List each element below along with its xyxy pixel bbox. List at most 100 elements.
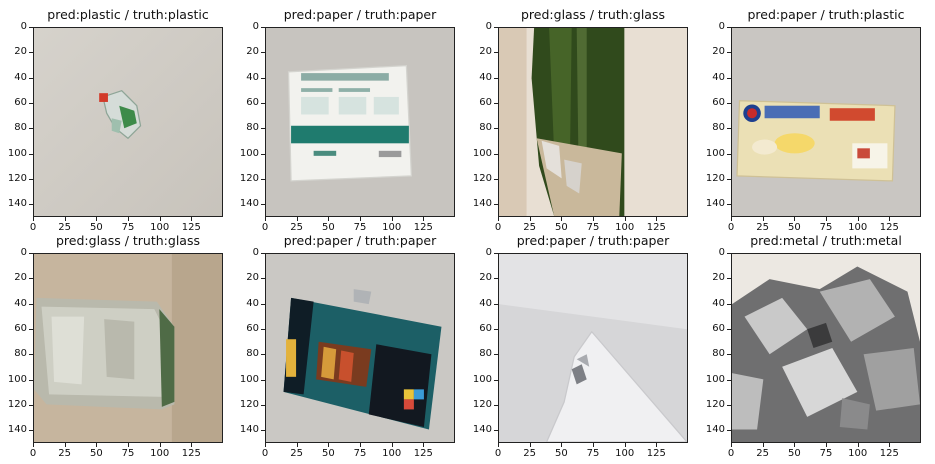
y-tick-label: 80 — [479, 122, 492, 134]
y-tick-label: 120 — [472, 173, 492, 184]
x-tick — [624, 217, 626, 221]
x-tick-label: 25 — [523, 448, 537, 459]
y-tick — [29, 430, 33, 432]
paper-flyer-photo — [266, 28, 454, 216]
x-tick — [128, 443, 129, 447]
y-tick — [727, 430, 731, 432]
y-tick — [29, 379, 33, 381]
y-tick-label: 140 — [472, 424, 492, 436]
y-tick — [727, 179, 731, 180]
x-tick — [593, 217, 594, 221]
y-tick — [29, 253, 33, 254]
x-tick-label: 0 — [727, 222, 735, 233]
panel-8: pred:metal / truth:metal 0 20 40 60 80 100 120… — [706, 233, 921, 459]
y-tick-label: 0 — [718, 247, 725, 258]
x-tick — [423, 217, 425, 221]
x-tick-label: 50 — [89, 448, 103, 459]
y-tick — [494, 405, 498, 406]
panel-5: pred:glass / truth:glass 0 20 40 60 80 100 120… — [8, 233, 223, 459]
y-tick-label: 140 — [7, 424, 27, 436]
y-tick — [29, 278, 33, 280]
x-tick-label: 125 — [413, 448, 433, 459]
y-tick — [727, 303, 731, 305]
panel-2: pred:paper / truth:paper 0 20 40 60 80 100 120… — [240, 7, 455, 233]
y-tick-label: 40 — [479, 297, 492, 309]
y-tick-label: 0 — [252, 21, 259, 32]
y-tick-label: 120 — [472, 399, 492, 410]
y-tick-label: 0 — [20, 21, 27, 32]
y-tick — [29, 153, 33, 155]
y-tick-label: 100 — [472, 147, 492, 159]
x-tick — [889, 217, 891, 221]
y-tick — [727, 27, 731, 28]
x-tick-label: 125 — [879, 448, 899, 459]
y-tick — [261, 379, 265, 381]
glass-jar-photo — [34, 254, 222, 442]
plot-area — [731, 27, 921, 217]
x-tick — [593, 443, 594, 447]
y-tick — [727, 329, 731, 330]
y-tick-label: 40 — [479, 71, 492, 83]
y-tick — [727, 204, 731, 206]
y-tick — [29, 77, 33, 79]
y-tick-label: 80 — [246, 122, 259, 134]
y-tick — [261, 128, 265, 130]
y-tick — [494, 128, 498, 130]
x-tick-label: 75 — [353, 448, 367, 459]
y-tick-label: 100 — [705, 147, 725, 159]
x-tick — [391, 217, 393, 221]
y-tick — [29, 103, 33, 104]
x-tick — [159, 217, 161, 221]
y-tick-label: 60 — [712, 323, 725, 334]
x-tick-label: 125 — [646, 222, 666, 233]
y-tick-label: 20 — [14, 46, 27, 58]
x-tick — [423, 443, 425, 447]
x-tick-label: 75 — [819, 448, 833, 459]
y-tick-label: 100 — [7, 373, 27, 385]
y-tick-label: 140 — [239, 198, 259, 210]
panel-title: pred:paper / truth:paper — [516, 233, 670, 248]
y-tick-label: 80 — [712, 122, 725, 134]
aluminum-foil-photo — [732, 254, 920, 442]
y-tick — [494, 354, 498, 356]
x-tick-label: 125 — [181, 448, 201, 459]
y-tick-label: 100 — [705, 373, 725, 385]
y-tick — [261, 303, 265, 305]
y-tick-label: 100 — [472, 373, 492, 385]
egg-carton-photo — [732, 28, 920, 216]
x-tick-label: 75 — [353, 222, 367, 233]
x-tick-label: 0 — [29, 222, 37, 233]
x-tick-label: 100 — [848, 448, 868, 459]
y-tick — [29, 52, 33, 54]
y-tick-label: 60 — [246, 323, 259, 334]
y-tick — [727, 153, 731, 155]
y-tick — [494, 329, 498, 330]
x-tick — [624, 443, 626, 447]
y-tick-label: 140 — [7, 198, 27, 210]
x-tick — [794, 443, 796, 447]
x-tick-label: 100 — [382, 448, 402, 459]
y-tick-label: 40 — [246, 71, 259, 83]
y-tick — [261, 204, 265, 206]
y-tick-label: 120 — [705, 173, 725, 184]
y-tick — [261, 27, 265, 28]
x-tick-label: 75 — [586, 448, 600, 459]
x-tick-label: 50 — [554, 448, 568, 459]
y-tick — [29, 329, 33, 330]
y-tick — [261, 354, 265, 356]
y-tick-label: 60 — [14, 97, 27, 108]
y-tick — [494, 278, 498, 280]
y-tick-label: 60 — [712, 97, 725, 108]
x-tick — [265, 443, 266, 447]
y-tick-label: 120 — [239, 399, 259, 410]
x-tick-label: 75 — [121, 222, 135, 233]
x-tick — [265, 217, 266, 221]
panel-title: pred:paper / truth:paper — [283, 7, 437, 22]
x-tick-label: 100 — [150, 448, 170, 459]
plot-area — [265, 27, 455, 217]
y-tick-label: 100 — [239, 147, 259, 159]
x-tick — [328, 443, 330, 447]
y-tick-label: 120 — [7, 173, 27, 184]
x-tick-label: 25 — [290, 222, 304, 233]
y-tick-label: 40 — [246, 297, 259, 309]
